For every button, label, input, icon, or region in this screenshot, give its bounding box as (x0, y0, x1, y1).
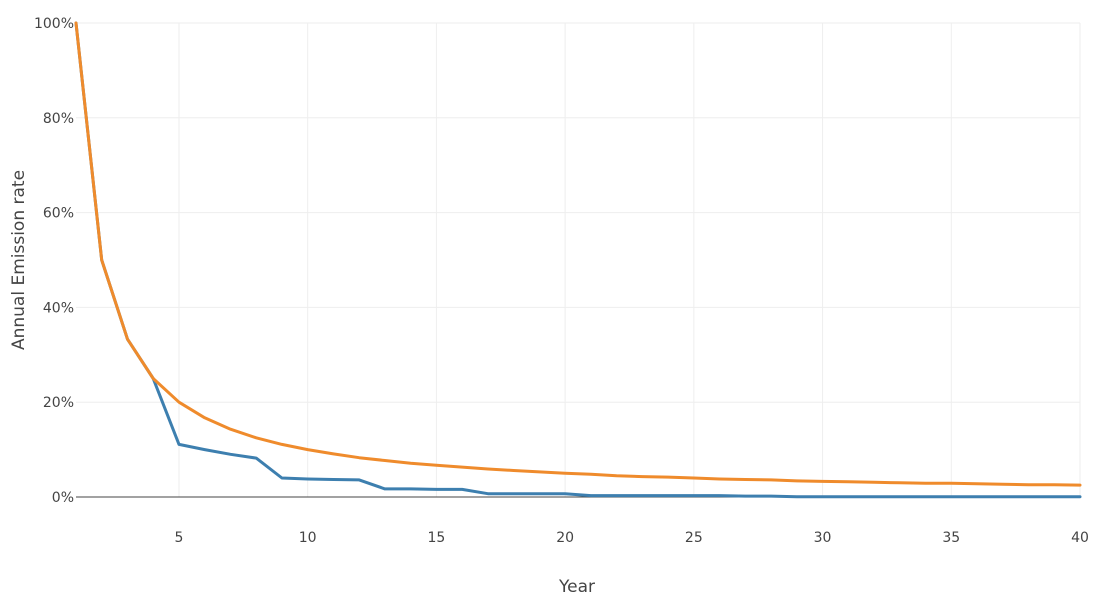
x-axis-title: Year (558, 577, 595, 597)
x-tick-label: 20 (556, 530, 574, 546)
x-tick-label: 5 (175, 530, 184, 546)
x-tick-labels: 5 10 15 20 25 30 35 40 (175, 530, 1089, 546)
x-tick-label: 40 (1071, 530, 1089, 546)
y-tick-label: 20% (43, 395, 74, 411)
grid-layer (76, 22, 1081, 497)
y-tick-label: 40% (43, 300, 74, 316)
y-tick-label: 0% (52, 490, 74, 506)
x-tick-label: 35 (942, 530, 960, 546)
y-tick-label: 60% (43, 206, 74, 222)
x-tick-label: 10 (299, 530, 317, 546)
y-axis-title: Annual Emission rate (9, 170, 29, 350)
series-line-2 (74, 21, 1082, 487)
series-layer (74, 21, 1082, 499)
series-line-1 (74, 21, 1082, 499)
x-tick-label: 30 (814, 530, 832, 546)
x-tick-label: 25 (685, 530, 703, 546)
x-tick-label: 15 (427, 530, 445, 546)
y-tick-label: 80% (43, 111, 74, 127)
y-tick-label: 100% (34, 16, 74, 32)
y-tick-labels: 0% 20% 40% 60% 80% 100% (34, 16, 74, 506)
